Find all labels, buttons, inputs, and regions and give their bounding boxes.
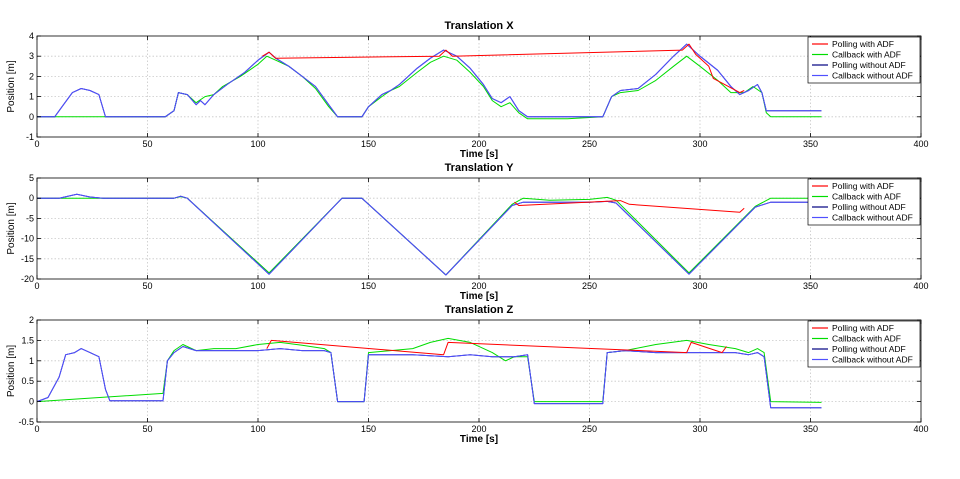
legend-label: Callback without ADF (832, 71, 913, 81)
legend-label: Polling without ADF (832, 202, 906, 212)
y-tick-label: 1.5 (21, 335, 34, 345)
y-tick-label: 2 (29, 71, 34, 81)
x-axis-label: Time [s] (460, 434, 498, 445)
x-tick-label: 350 (803, 139, 818, 149)
y-tick-label: -15 (21, 254, 34, 264)
chart-panel-1: 0 50 100 150 200 250 300 350 400-101234Translati… (6, 20, 929, 160)
series-line-callback-without-adf (36, 346, 822, 409)
x-tick-label: 300 (692, 281, 707, 291)
y-axis-label: Position [m] (6, 202, 17, 254)
series-line-polling-with-adf (266, 339, 727, 356)
y-tick-label: 0 (29, 112, 34, 122)
x-tick-label: 400 (913, 424, 928, 434)
legend-label: Polling with ADF (832, 181, 894, 191)
legend-label: Polling with ADF (832, 39, 894, 49)
y-tick-label: -20 (21, 274, 34, 284)
x-tick-label: 400 (913, 281, 928, 291)
legend-label: Polling without ADF (832, 344, 906, 354)
y-axis-label: Position [m] (6, 60, 17, 112)
x-tick-label: 0 (34, 139, 39, 149)
x-tick-label: 150 (361, 424, 376, 434)
x-tick-label: 250 (582, 424, 597, 434)
legend-label: Polling with ADF (832, 323, 894, 333)
chart-panel-3: 0 50 100 150 200 250 300 350 400-0.500.511.52Tra… (6, 304, 929, 445)
series-line-callback-with-adf (36, 337, 822, 403)
legend-label: Callback with ADF (832, 50, 901, 60)
y-tick-label: -10 (21, 234, 34, 244)
x-tick-label: 250 (582, 281, 597, 291)
x-tick-label: 100 (250, 281, 265, 291)
y-tick-label: 0.5 (21, 376, 34, 386)
legend-label: Callback without ADF (832, 355, 913, 365)
y-tick-label: -0.5 (18, 417, 34, 427)
chart-panel-2: 0 50 100 150 200 250 300 350 400 -20 -15 -10 -5 0 5 Tra… (6, 162, 929, 302)
y-tick-label: 5 (29, 173, 34, 183)
x-tick-label: 100 (250, 424, 265, 434)
series-line-polling-with-adf (262, 43, 745, 94)
y-tick-label: 4 (29, 31, 34, 41)
x-tick-label: 200 (471, 281, 486, 291)
y-tick-label: 0 (29, 397, 34, 407)
y-tick-label: -1 (26, 132, 34, 142)
x-tick-label: 0 (34, 281, 39, 291)
x-tick-label: 150 (361, 139, 376, 149)
x-tick-label: 150 (361, 281, 376, 291)
y-tick-label: 2 (29, 315, 34, 325)
x-axis-label: Time [s] (460, 291, 498, 302)
x-tick-label: 200 (471, 139, 486, 149)
legend-label: Callback with ADF (832, 334, 901, 344)
chart-title: Translation Y (445, 162, 515, 174)
legend-label: Polling without ADF (832, 60, 906, 70)
y-tick-label: -5 (26, 213, 34, 223)
y-tick-label: 1 (29, 356, 34, 366)
x-tick-label: 300 (692, 424, 707, 434)
x-axis-label: Time [s] (460, 149, 498, 160)
y-axis-label: Position [m] (6, 345, 17, 397)
x-tick-label: 350 (803, 424, 818, 434)
x-tick-label: 400 (913, 139, 928, 149)
chart-title: Translation Z (445, 304, 514, 316)
x-tick-label: 200 (471, 424, 486, 434)
x-tick-label: 0 (34, 424, 39, 434)
series-line-callback-without-adf (37, 193, 822, 276)
y-tick-label: 1 (29, 92, 34, 102)
y-tick-label: 0 (29, 193, 34, 203)
legend-label: Callback without ADF (832, 213, 913, 223)
x-tick-label: 250 (582, 139, 597, 149)
x-tick-label: 350 (803, 281, 818, 291)
legend-label: Callback with ADF (832, 192, 901, 202)
x-tick-label: 300 (692, 139, 707, 149)
x-tick-label: 50 (142, 139, 152, 149)
series-line-polling-with-adf (514, 200, 745, 213)
x-tick-label: 50 (142, 281, 152, 291)
x-tick-label: 100 (250, 139, 265, 149)
x-tick-label: 50 (142, 424, 152, 434)
y-tick-label: 3 (29, 51, 34, 61)
chart-title: Translation X (444, 20, 514, 32)
